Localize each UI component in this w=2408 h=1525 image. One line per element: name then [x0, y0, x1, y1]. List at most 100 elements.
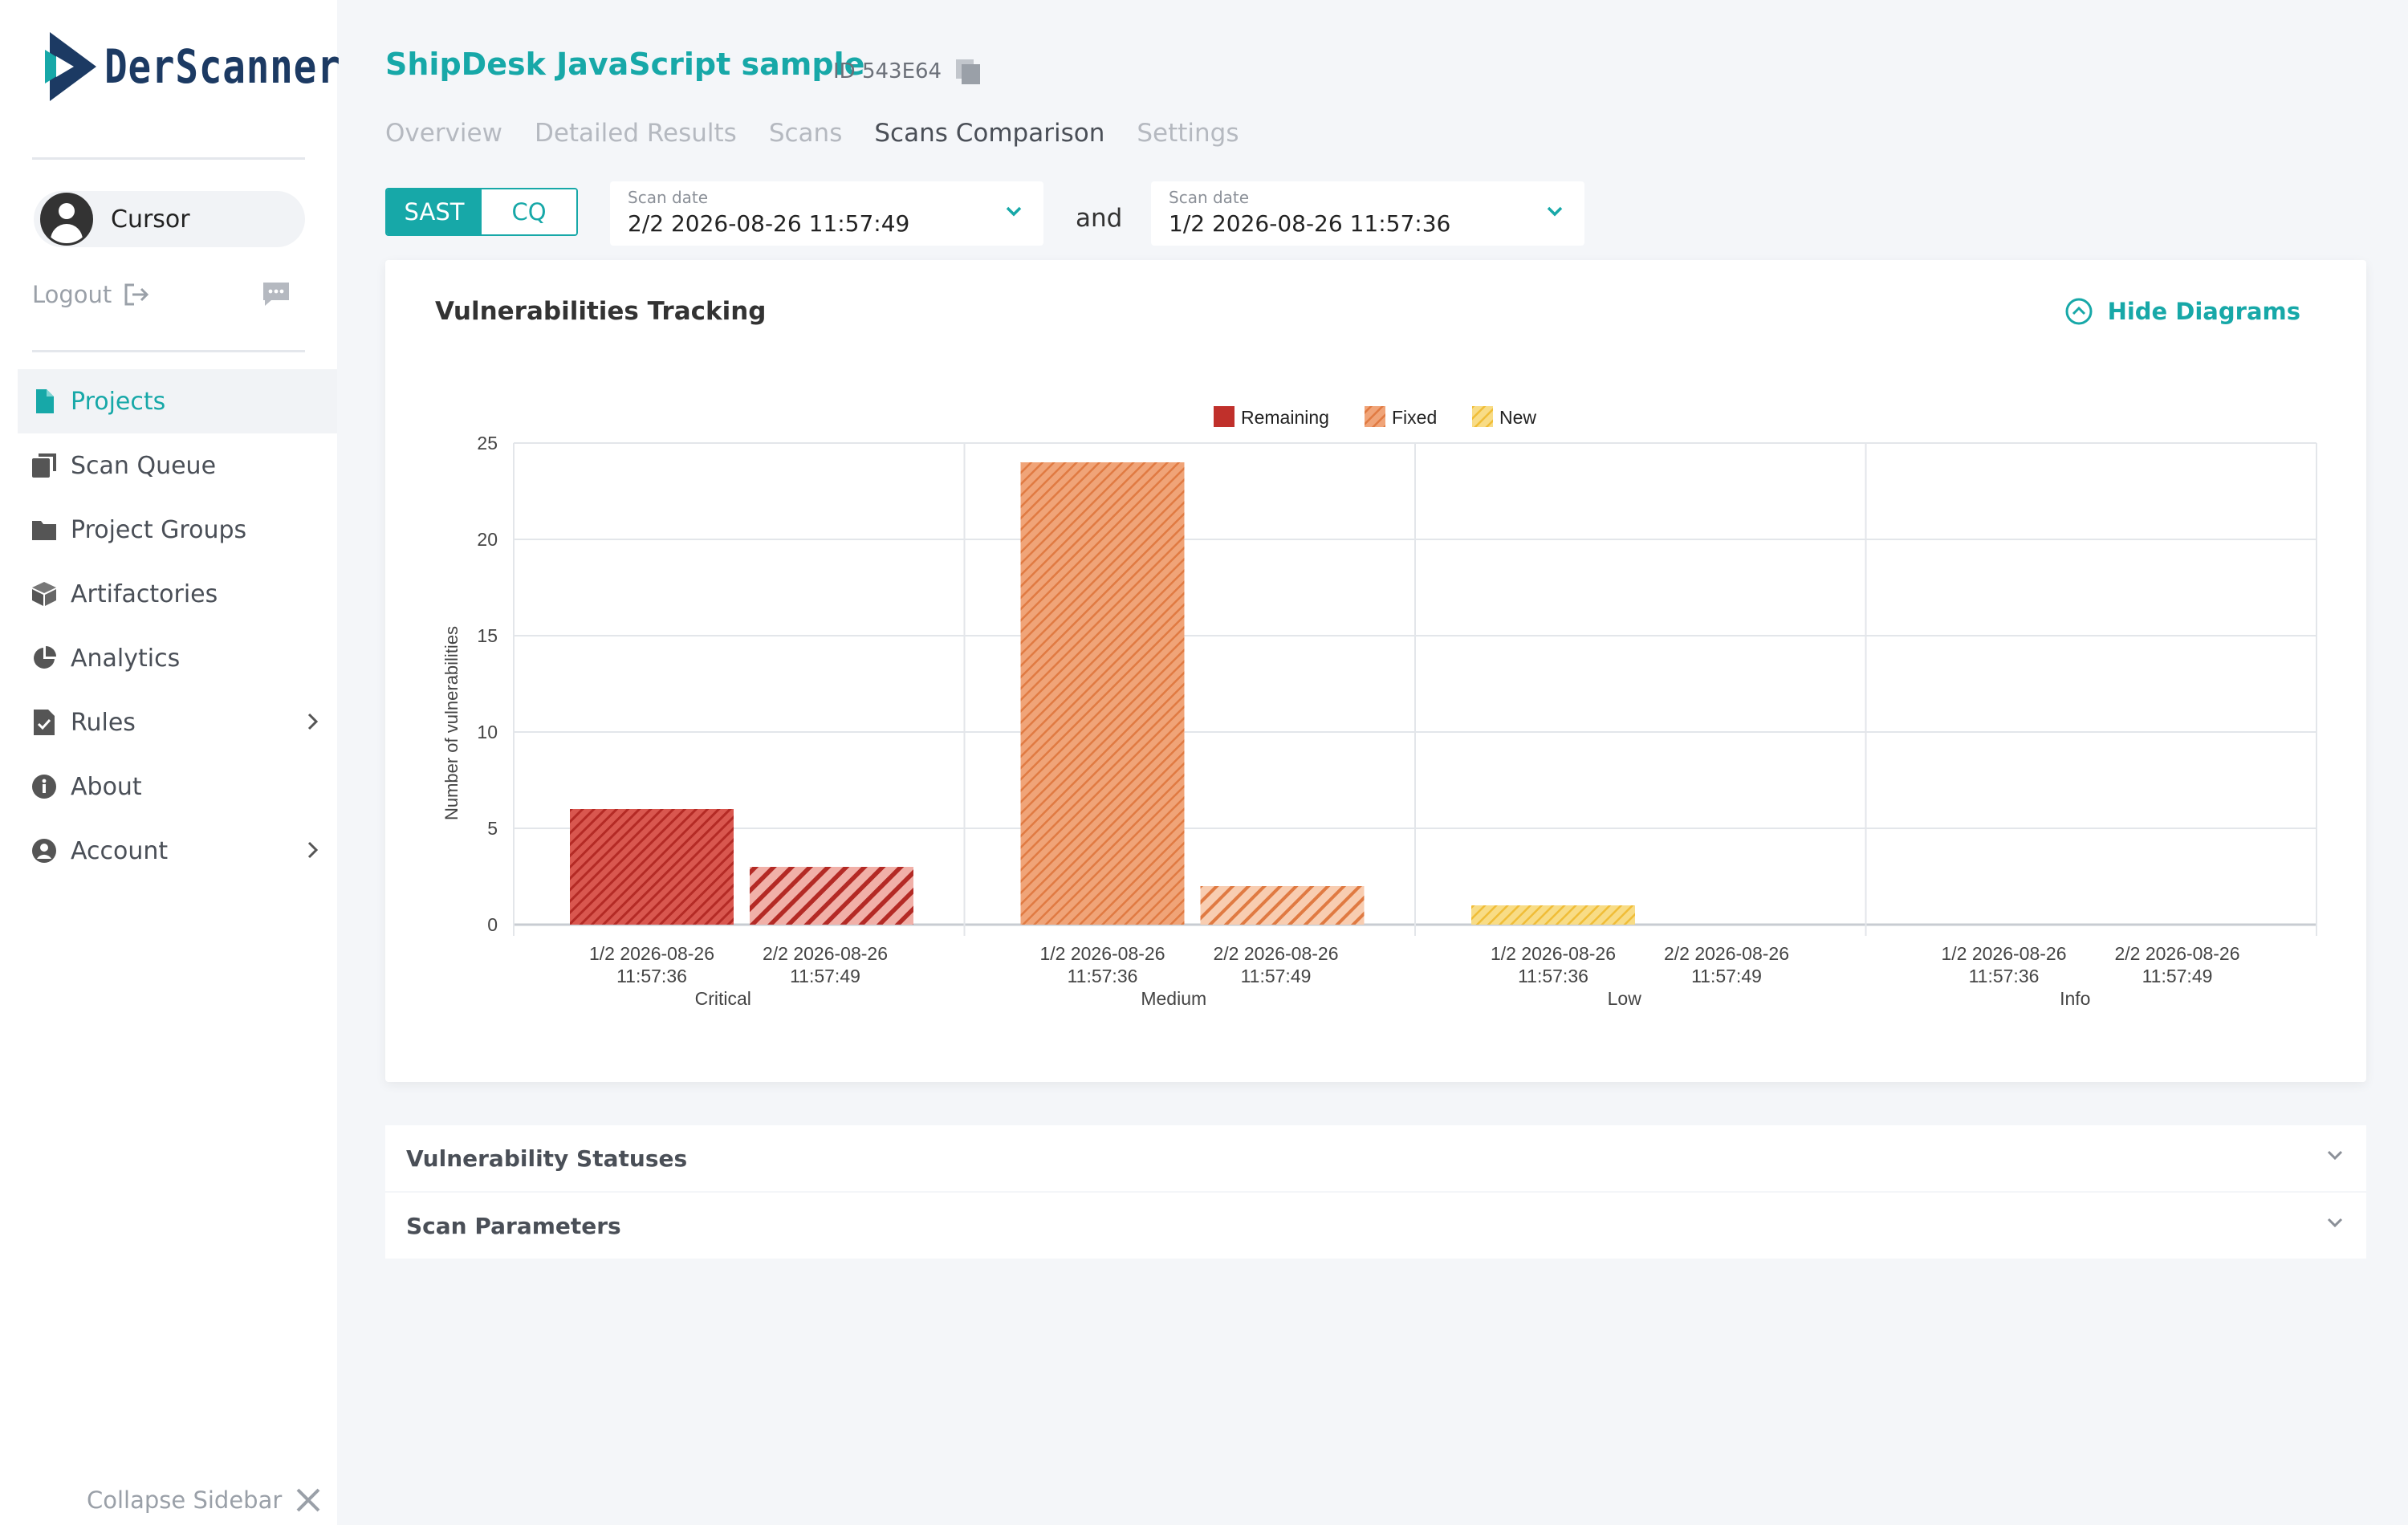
category-label-critical: Critical	[695, 988, 751, 1009]
y-tick-label: 25	[477, 433, 498, 453]
logout-label: Logout	[32, 281, 112, 308]
sidebar-item-label: Rules	[71, 708, 136, 737]
y-tick-label: 10	[477, 722, 498, 742]
x-tick-label: 1/2 2026-08-26	[1491, 943, 1616, 964]
x-tick-label: 2/2 2026-08-26	[1664, 943, 1789, 964]
sidebar-item-label: Projects	[71, 387, 166, 416]
chevron-down-icon	[1547, 206, 1563, 217]
chat-icon[interactable]	[262, 281, 291, 307]
vulnerabilities-tracking-card: Vulnerabilities Tracking Hide Diagrams	[385, 260, 2366, 1082]
chart-bars	[570, 462, 1635, 925]
sidebar-item-label: Project Groups	[71, 515, 247, 544]
accordion-label: Vulnerability Statuses	[406, 1145, 688, 1172]
x-tick-label: 2/2 2026-08-26	[2114, 943, 2239, 964]
x-tick-label: 11:57:36	[1068, 966, 1138, 986]
avatar	[40, 193, 93, 246]
analysis-type-toggle: SAST CQ	[385, 188, 578, 236]
bar-low-1	[1471, 905, 1635, 925]
x-tick-label: 1/2 2026-08-26	[1941, 943, 2066, 964]
y-axis-label: Number of vulnerabilities	[441, 626, 462, 820]
rules-icon	[32, 710, 56, 735]
and-connector: and	[1076, 204, 1123, 233]
collapse-sidebar-button[interactable]: Collapse Sidebar	[87, 1486, 322, 1514]
tab-scans-comparison[interactable]: Scans Comparison	[874, 119, 1105, 148]
x-tick-label: 2/2 2026-08-26	[1213, 943, 1338, 964]
hide-diagrams-button[interactable]: Hide Diagrams	[2064, 297, 2300, 326]
legend-label-remaining: Remaining	[1241, 407, 1329, 428]
pie-icon	[32, 646, 56, 670]
divider	[32, 350, 305, 352]
collapse-sidebar-label: Collapse Sidebar	[87, 1486, 283, 1514]
user-pill[interactable]: Cursor	[34, 191, 305, 247]
close-icon	[296, 1488, 320, 1512]
vulnerability-statuses-accordion[interactable]: Vulnerability Statuses	[385, 1125, 2366, 1191]
sidebar-item-rules[interactable]: Rules	[18, 690, 337, 754]
x-tick-label: 11:57:49	[1691, 966, 1762, 986]
chevron-up-circle-icon	[2065, 298, 2093, 325]
chevron-right-icon	[307, 713, 319, 730]
sidebar-item-label: Account	[71, 836, 169, 865]
logo-text: DerScanner	[104, 39, 341, 94]
scan-date-label: Scan date	[628, 188, 709, 207]
legend-swatch-fixed	[1365, 406, 1385, 427]
category-label-medium: Medium	[1141, 988, 1206, 1009]
scan-date-value: 1/2 2026-08-26 11:57:36	[1169, 210, 1451, 237]
cq-toggle-button[interactable]: CQ	[482, 189, 576, 234]
scan-date-select-b[interactable]: Scan date 1/2 2026-08-26 11:57:36	[1151, 181, 1584, 246]
accordion-label: Scan Parameters	[406, 1212, 621, 1239]
divider	[32, 157, 305, 160]
sidebar-item-account[interactable]: Account	[18, 819, 337, 883]
tab-detailed-results[interactable]: Detailed Results	[534, 119, 737, 148]
folder-icon	[32, 518, 56, 542]
queue-icon	[32, 453, 56, 478]
sidebar-item-scan-queue[interactable]: Scan Queue	[18, 433, 337, 498]
x-tick-label: 11:57:49	[790, 966, 860, 986]
sidebar-item-about[interactable]: About	[18, 754, 337, 819]
legend-swatch-remaining	[1214, 406, 1235, 427]
user-name: Cursor	[111, 205, 190, 234]
tab-scans[interactable]: Scans	[768, 119, 843, 148]
card-title: Vulnerabilities Tracking	[435, 297, 767, 326]
logout-link[interactable]: Logout	[32, 281, 150, 308]
hide-diagrams-label: Hide Diagrams	[2107, 298, 2300, 325]
chevron-down-icon	[2327, 1218, 2343, 1228]
logo[interactable]: DerScanner	[45, 32, 393, 101]
bar-critical-1	[570, 809, 734, 925]
sidebar-item-label: Scan Queue	[71, 451, 217, 480]
project-id: ID 543E64	[833, 58, 982, 85]
sidebar-item-label: Analytics	[71, 644, 181, 673]
x-tick-label: 11:57:36	[1518, 966, 1588, 986]
x-tick-label: 1/2 2026-08-26	[589, 943, 714, 964]
chevron-right-icon	[307, 841, 319, 859]
y-tick-label: 15	[477, 625, 498, 646]
scan-date-value: 2/2 2026-08-26 11:57:49	[628, 210, 910, 237]
x-tick-label: 1/2 2026-08-26	[1039, 943, 1165, 964]
sidebar-item-label: About	[71, 772, 142, 801]
tab-overview[interactable]: Overview	[385, 119, 502, 148]
sidebar-item-analytics[interactable]: Analytics	[18, 626, 337, 690]
copy-icon[interactable]	[954, 58, 982, 85]
tab-settings[interactable]: Settings	[1137, 119, 1239, 148]
logo-mark-icon	[45, 32, 96, 101]
sidebar-item-projects[interactable]: Projects	[18, 369, 337, 433]
page-title: ShipDesk JavaScript sample	[385, 47, 865, 82]
x-tick-label: 2/2 2026-08-26	[763, 943, 888, 964]
y-tick-label: 0	[487, 914, 498, 935]
y-tick-label: 20	[477, 529, 498, 550]
logout-icon	[124, 283, 149, 306]
bar-medium-1	[1020, 462, 1185, 925]
chart-legend: Remaining Fixed New	[1214, 406, 1536, 428]
scan-date-select-a[interactable]: Scan date 2/2 2026-08-26 11:57:49	[610, 181, 1043, 246]
sidebar-nav: Projects Scan Queue Project Groups Artif…	[18, 369, 337, 883]
cube-icon	[32, 582, 56, 606]
scan-parameters-accordion[interactable]: Scan Parameters	[385, 1193, 2366, 1259]
sidebar-item-label: Artifactories	[71, 580, 218, 608]
sidebar-item-project-groups[interactable]: Project Groups	[18, 498, 337, 562]
chart-grid: 0 5 10 15 20 25	[477, 433, 2317, 936]
scan-date-label: Scan date	[1169, 188, 1250, 207]
file-icon	[32, 389, 56, 413]
category-label-low: Low	[1608, 988, 1642, 1009]
legend-label-fixed: Fixed	[1392, 407, 1437, 428]
sast-toggle-button[interactable]: SAST	[387, 189, 482, 234]
sidebar-item-artifactories[interactable]: Artifactories	[18, 562, 337, 626]
